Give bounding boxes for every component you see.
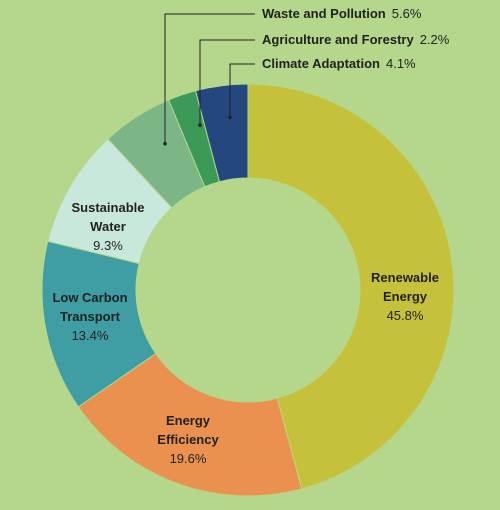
segment-label: Renewable Energy	[371, 270, 439, 304]
value-label: 5.6%	[392, 6, 422, 21]
annotation-label: Agriculture and Forestry	[262, 32, 414, 47]
annotation-label: Climate Adaptation	[262, 56, 380, 71]
annotation-label: Waste and Pollution	[262, 6, 386, 21]
value-label: 19.6%	[170, 451, 207, 466]
leader-line	[164, 13, 255, 144]
leader-dot	[198, 123, 202, 128]
donut-segment	[194, 83, 249, 183]
leader-dot	[228, 115, 232, 120]
value-label: 9.3%	[93, 238, 123, 253]
donut-segment	[247, 83, 455, 490]
donut-segment	[77, 352, 303, 497]
leader-dot	[163, 141, 167, 146]
leader-line	[199, 39, 255, 126]
segment-label: Energy Efficiency	[157, 413, 219, 447]
segment-label: Low Carbon Transport	[52, 290, 127, 324]
value-label: 13.4%	[72, 328, 109, 343]
segment-label: Sustainable Water	[72, 200, 145, 234]
value-label: 4.1%	[386, 56, 416, 71]
leader-line	[229, 63, 255, 118]
value-label: 45.8%	[387, 308, 424, 323]
value-label: 2.2%	[420, 32, 450, 47]
